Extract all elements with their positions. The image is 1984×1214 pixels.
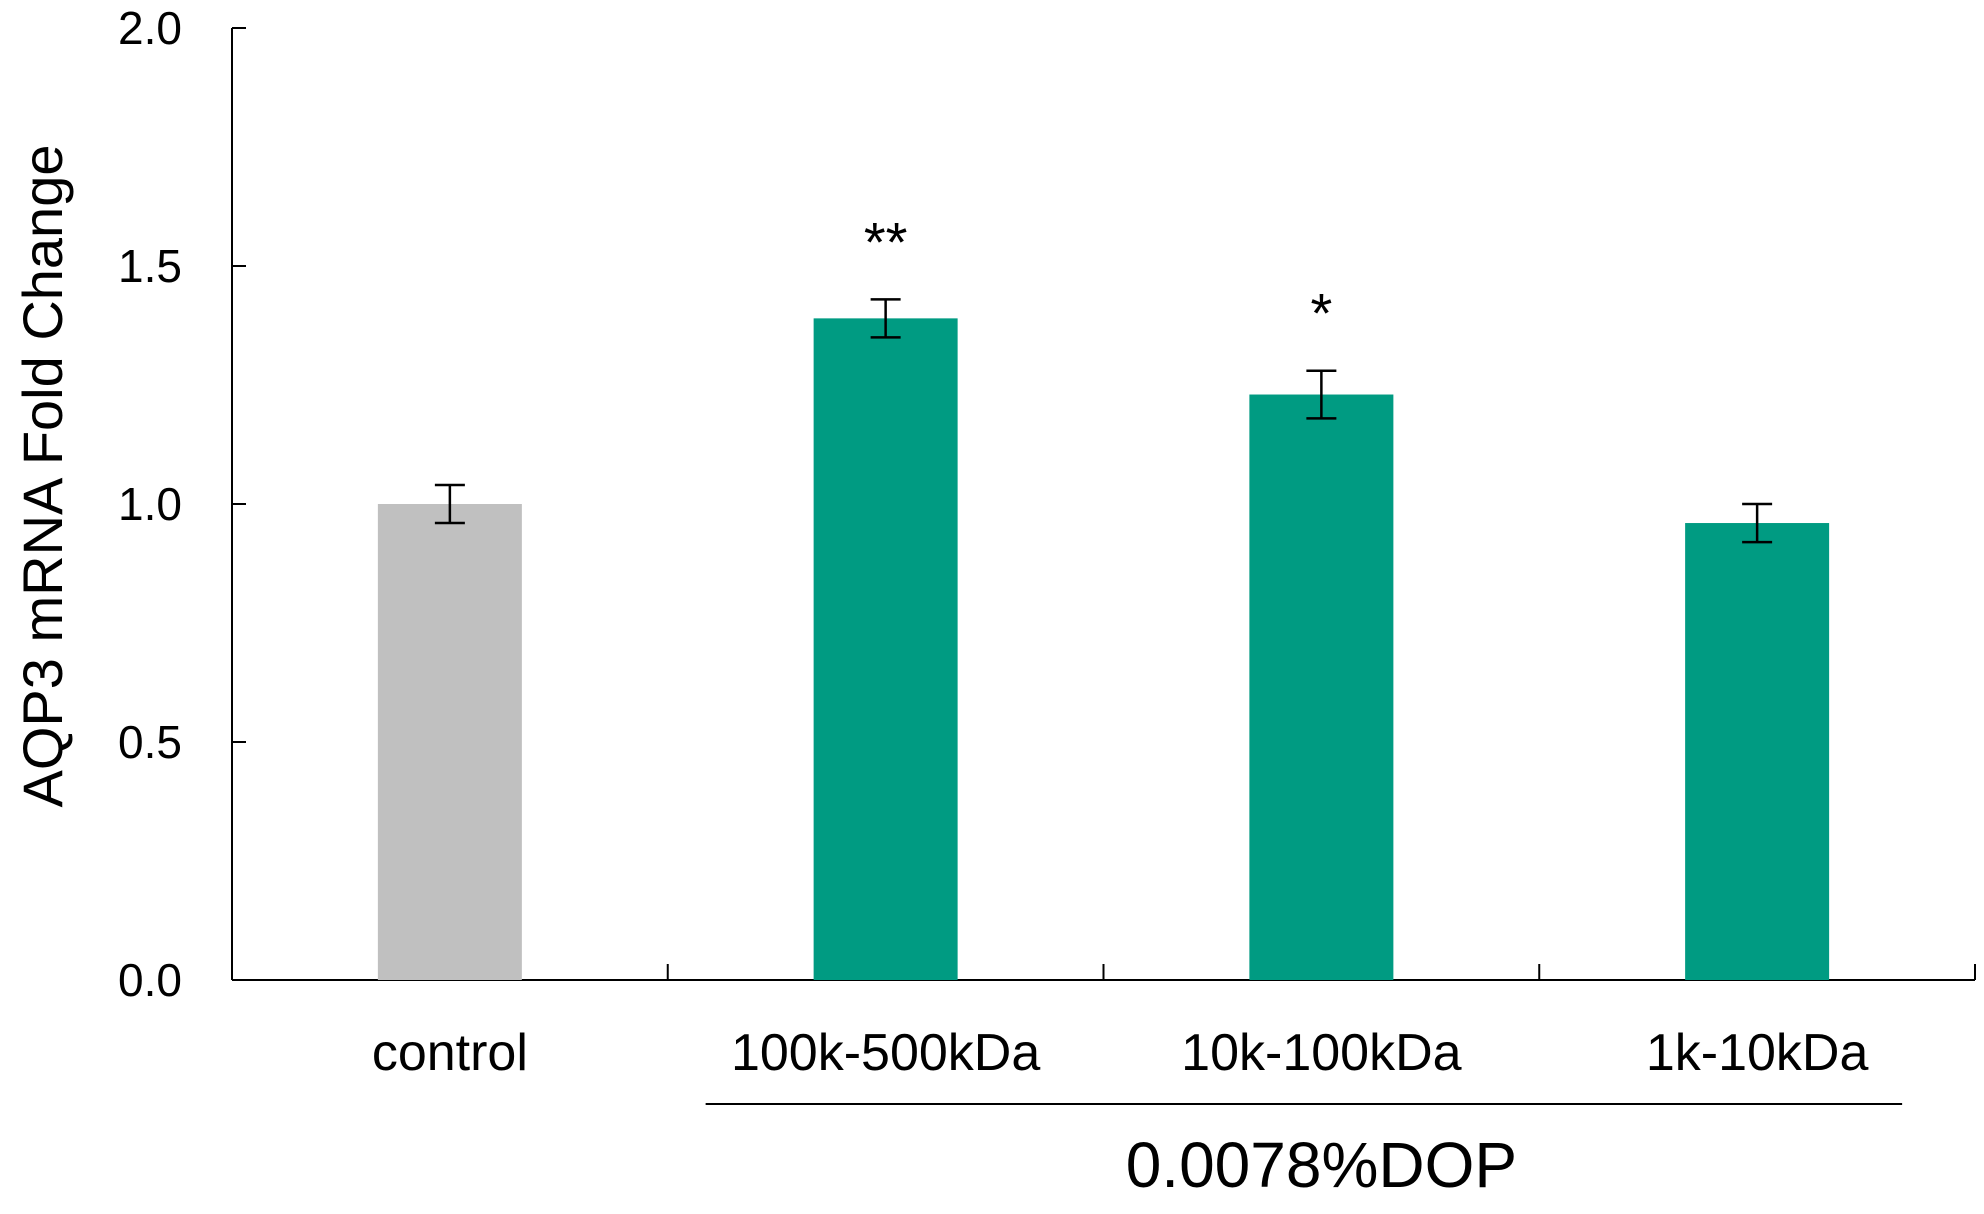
y-tick-label: 0.5 [118, 716, 182, 768]
category-label: control [372, 1024, 528, 1082]
y-tick-label: 2.0 [118, 2, 182, 54]
error-bars [434, 298, 1773, 544]
y-tick-label: 1.5 [118, 240, 182, 292]
significance-marks: *** [864, 210, 1332, 344]
category-label: 10k-100kDa [1181, 1024, 1461, 1082]
y-axis-label: AQP3 mRNA Fold Change [11, 145, 74, 808]
bar [1685, 523, 1830, 980]
y-ticks: 0.0 0.5 1.0 1.5 2.0 [118, 2, 246, 1006]
x-ticks [666, 964, 1976, 980]
category-label: 1k-10kDa [1646, 1024, 1869, 1082]
bar [813, 318, 958, 980]
bar [377, 504, 522, 980]
y-tick-label: 1.0 [118, 478, 182, 530]
category-labels: control 100k-500kDa 10k-100kDa 1k-10kDa [372, 1024, 1869, 1082]
y-tick-label: 0.0 [118, 954, 182, 1006]
significance-mark: * [1310, 282, 1332, 345]
category-label: 100k-500kDa [731, 1024, 1040, 1082]
group-label: 0.0078%DOP [1126, 1129, 1517, 1201]
significance-mark: ** [864, 210, 908, 273]
bar [1249, 394, 1394, 980]
bars [377, 318, 1830, 980]
